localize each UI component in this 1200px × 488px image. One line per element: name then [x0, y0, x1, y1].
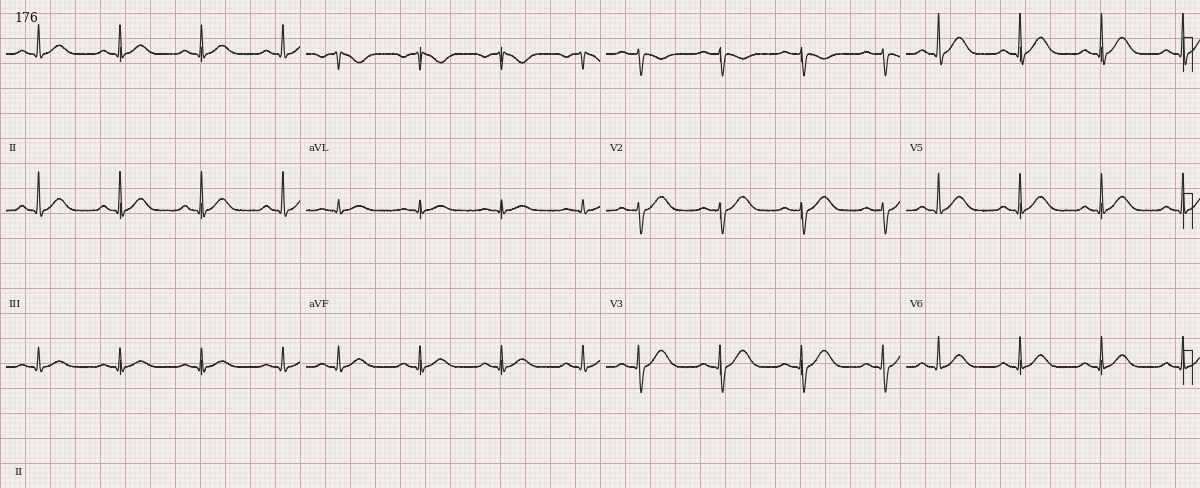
Text: II: II	[8, 143, 17, 152]
Text: V2: V2	[608, 143, 623, 152]
Text: V3: V3	[608, 300, 623, 308]
Text: aVL: aVL	[308, 143, 330, 152]
Text: V6: V6	[908, 300, 923, 308]
Text: aVF: aVF	[308, 300, 330, 308]
Text: III: III	[8, 300, 22, 308]
Text: II: II	[14, 467, 23, 476]
Text: V5: V5	[908, 143, 923, 152]
Text: 176: 176	[14, 12, 38, 25]
